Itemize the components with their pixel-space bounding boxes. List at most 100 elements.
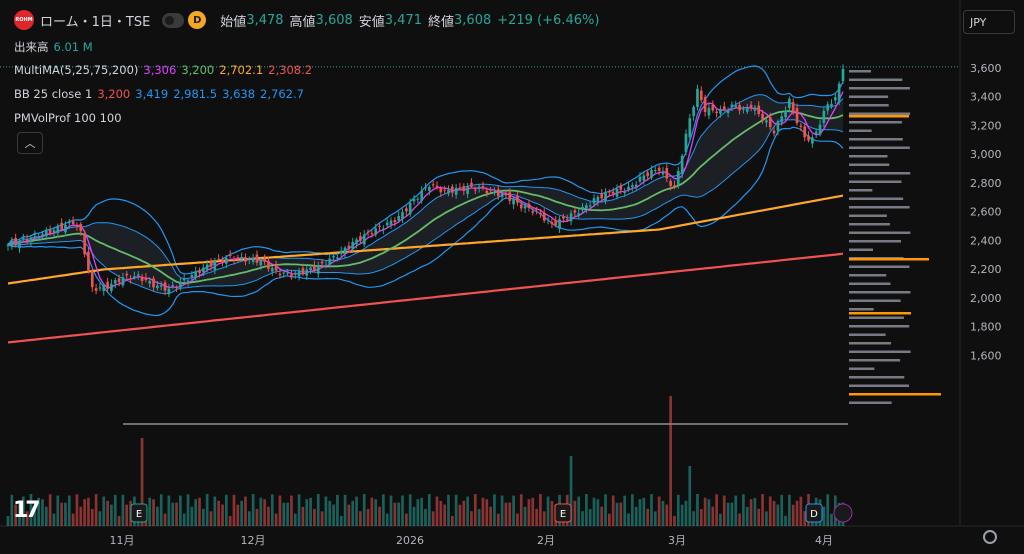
volume-bar (776, 504, 780, 526)
collapse-legend-button[interactable]: ︿ (17, 132, 43, 154)
volume-bar (569, 456, 573, 526)
candle-body (508, 192, 512, 201)
volume-profile-poc-bar (849, 258, 929, 261)
volume-bar (420, 497, 424, 526)
candle-body (435, 185, 439, 187)
volume-bar (305, 499, 309, 526)
toggle-icon[interactable] (162, 12, 185, 28)
candle-body (286, 272, 289, 274)
candle-body (615, 188, 619, 197)
candle-body (385, 222, 389, 226)
volume-bar (359, 511, 362, 526)
candle-body (255, 254, 259, 263)
candle-body (393, 219, 397, 223)
candle-body (581, 206, 584, 211)
volume-bar (33, 508, 37, 526)
candle-body (140, 276, 144, 281)
y-tick-label: 3,000 (970, 148, 1002, 161)
volume-bar (156, 506, 159, 526)
candle-body (18, 241, 21, 249)
volume-bar (458, 504, 462, 526)
volume-bar (179, 495, 182, 526)
volume-bar (711, 506, 715, 526)
candle-body (466, 186, 469, 194)
volume-bar (29, 494, 33, 526)
candle-body (826, 104, 830, 111)
volume-bar (320, 511, 324, 526)
symbol-title[interactable]: ローム・1日・TSE (40, 14, 151, 30)
volume-profile-poc-bar (849, 115, 909, 118)
candle-body (343, 247, 347, 254)
volume-bar (822, 506, 826, 526)
volume-bar (224, 494, 228, 526)
volume-legend[interactable]: 出来高 6.01 M (14, 39, 98, 55)
candle-body (362, 234, 366, 245)
volume-bar (351, 500, 355, 526)
volume-label: 出来高 (14, 40, 49, 54)
candle-body (136, 274, 140, 276)
volume-bar (768, 496, 772, 526)
volume-bar (749, 499, 753, 526)
volprof-legend[interactable]: PMVolProf 100 100 (14, 111, 127, 125)
candle-body (382, 228, 385, 231)
candle-body (631, 185, 634, 187)
candle-body (121, 277, 125, 286)
candle-body (351, 242, 355, 249)
volume-profile-bar (849, 104, 889, 107)
candle-body (757, 105, 761, 115)
volume-profile-bar (849, 376, 905, 379)
volume-bar (588, 509, 592, 526)
candle-body (175, 287, 178, 289)
volume-bar (385, 513, 389, 526)
candle-body (309, 267, 312, 270)
bb-label: BB 25 close 1 (14, 87, 93, 101)
event-marker-label: E (560, 509, 566, 520)
volume-bar (79, 506, 83, 526)
volume-profile-bar (849, 333, 886, 336)
volume-bar (90, 508, 94, 526)
volume-bar (167, 495, 171, 526)
candle-body (90, 271, 94, 288)
volume-profile-bar (849, 146, 910, 149)
volume-profile-bar (849, 87, 910, 90)
volume-profile-bar (849, 95, 889, 98)
tradingview-logo: 17 (13, 498, 41, 523)
candle-body (60, 222, 63, 230)
volume-bar (202, 508, 205, 526)
volume-bar (734, 495, 738, 526)
candle-body (569, 213, 573, 222)
volume-bar (347, 504, 351, 526)
candle-body (347, 245, 351, 249)
candle-body (336, 257, 339, 259)
candle-body (102, 285, 106, 291)
volume-bar (535, 508, 538, 526)
volume-bar (642, 497, 646, 526)
volume-bar (531, 497, 535, 526)
volume-value: 6.01 M (53, 40, 93, 54)
candle-body (653, 170, 657, 172)
candle-body (316, 265, 320, 274)
volume-bar (152, 499, 155, 526)
currency-selector[interactable]: JPY (963, 10, 1015, 34)
volume-bar (190, 506, 194, 526)
candle-body (638, 176, 642, 182)
volume-bar (408, 494, 412, 526)
candle-body (784, 110, 787, 118)
timeframe-badge[interactable]: D (188, 11, 207, 29)
volume-bar (585, 494, 588, 526)
volume-bar (439, 500, 443, 526)
volume-bar (600, 506, 604, 526)
y-tick-label: 3,200 (970, 119, 1002, 132)
volume-bar (539, 494, 542, 526)
volume-profile-bar (849, 223, 890, 226)
multima-legend[interactable]: MultiMA(5,25,75,200) 3,306 3,200 2,702.1 2,3… (14, 63, 317, 77)
x-tick-label: 3月 (668, 534, 686, 547)
volume-bar (217, 500, 220, 526)
volume-bar (462, 500, 466, 526)
candle-body (439, 187, 443, 193)
candle-body (673, 185, 676, 187)
gear-icon[interactable] (983, 530, 997, 544)
candle-body (642, 175, 646, 181)
bb-legend[interactable]: BB 25 close 1 3,200 3,419 2,981.5 3,638 2,762… (14, 87, 309, 101)
